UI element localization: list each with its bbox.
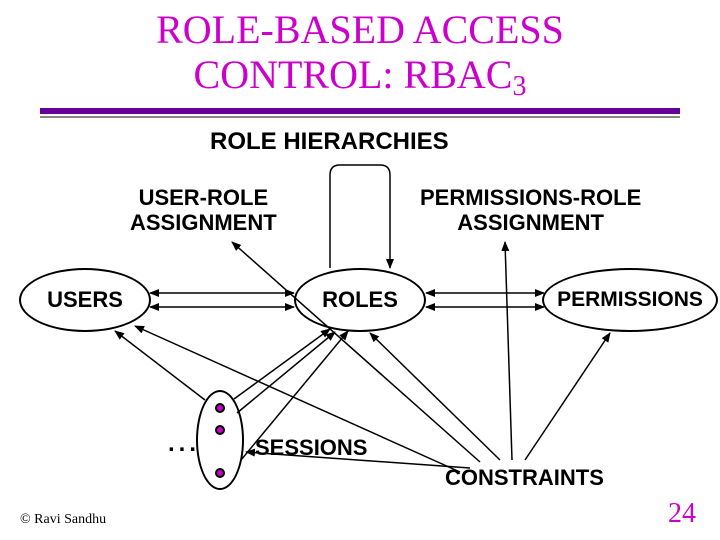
label-user-role-l2: ASSIGNMENT [130,210,277,235]
label-role-hierarchies: ROLE HIERARCHIES [210,128,449,156]
session-dot [215,403,225,413]
session-dot [215,425,225,435]
label-perm-role-l2: ASSIGNMENT [457,210,604,235]
label-user-role-l1: USER-ROLE [139,185,269,210]
node-permissions-text: PERMISSIONS [557,288,703,311]
label-constraints: CONSTRAINTS [445,465,604,491]
slide: ROLE-BASED ACCESS CONTROL: RBAC3 ROLE HI… [0,0,720,540]
label-sessions: SESSIONS [255,435,367,461]
label-perm-role-l1: PERMISSIONS-ROLE [420,185,641,210]
label-permissions-role-assignment: PERMISSIONS-ROLE ASSIGNMENT [420,185,641,236]
node-users-text: USERS [47,287,123,312]
edge-constraints-to-perm-role [505,242,512,460]
edge-session-to-roles-a [234,329,330,399]
label-user-role-assignment: USER-ROLE ASSIGNMENT [130,185,277,236]
edge-role-hierarchies-self-loop [330,165,390,268]
node-roles: ROLES [294,268,426,332]
edge-constraints-to-perms [525,333,610,460]
node-permissions: PERMISSIONS [542,268,718,332]
edge-session-to-roles-b [237,332,335,413]
session-dot [215,468,225,478]
node-roles-text: ROLES [322,287,398,312]
footer-copyright: © Ravi Sandhu [20,512,106,528]
edge-session-to-users [115,331,205,400]
ellipsis-dots: ... [168,430,200,458]
footer-page-number: 24 [668,498,696,530]
node-users: USERS [19,268,151,332]
